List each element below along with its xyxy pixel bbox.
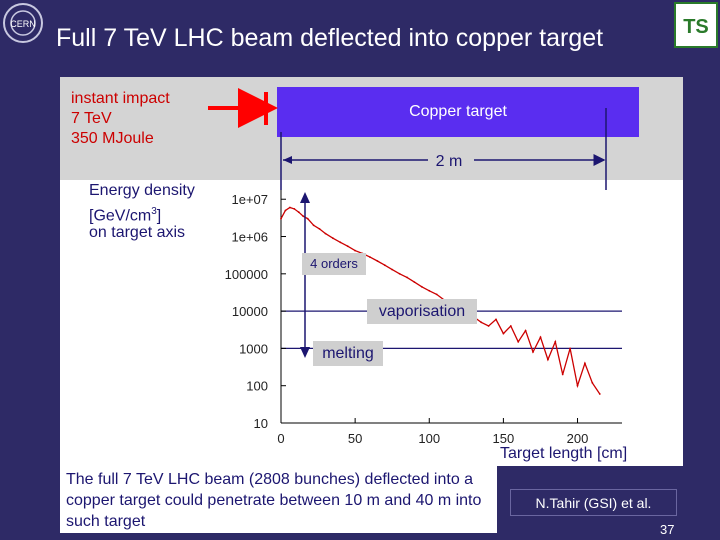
data-point bbox=[280, 217, 282, 220]
data-point bbox=[517, 340, 520, 343]
data-point bbox=[324, 232, 327, 235]
data-point bbox=[413, 281, 416, 283]
orders-arrowhead-top bbox=[300, 192, 310, 203]
data-point bbox=[406, 276, 408, 279]
slide-title: Full 7 TeV LHC beam deflected into coppe… bbox=[56, 24, 604, 52]
chart-axes bbox=[280, 188, 622, 424]
data-point bbox=[346, 245, 349, 248]
x-axis-label: Target length [cm] bbox=[500, 445, 628, 462]
impact-line-3: 350 MJoule bbox=[71, 130, 154, 147]
data-point bbox=[547, 358, 549, 361]
data-point bbox=[480, 321, 483, 324]
data-point bbox=[554, 340, 557, 343]
y-tick-label: 10000 bbox=[232, 304, 268, 319]
data-point bbox=[302, 215, 305, 218]
ylabel-line-3: on target axis bbox=[89, 224, 186, 241]
data-point bbox=[539, 336, 542, 339]
data-point bbox=[284, 209, 287, 212]
copper-target-bar: Copper target bbox=[277, 87, 639, 137]
y-tick-label: 1000 bbox=[239, 341, 268, 356]
target-length-label: 2 m bbox=[436, 153, 463, 170]
data-point bbox=[495, 318, 497, 321]
data-point bbox=[289, 206, 291, 209]
page-number: 37 bbox=[660, 522, 675, 537]
ylabel-sup: 3 bbox=[151, 206, 157, 217]
ts-logo-text: TS bbox=[683, 16, 709, 38]
melting-annotation: melting bbox=[313, 341, 383, 366]
data-point bbox=[339, 241, 342, 244]
data-point bbox=[391, 268, 394, 271]
y-tick-label: 1e+06 bbox=[231, 230, 268, 245]
data-point bbox=[598, 393, 601, 395]
orders-arrowhead-bottom bbox=[300, 347, 310, 358]
ylabel-unit: [GeV/cm bbox=[89, 207, 152, 225]
y-tick-label: 1e+07 bbox=[231, 192, 268, 207]
vaporisation-annotation: vaporisation bbox=[367, 299, 477, 324]
x-tick-label: 50 bbox=[348, 431, 362, 446]
y-tick-label: 100 bbox=[246, 379, 268, 394]
data-point bbox=[584, 362, 586, 365]
impact-line-1: instant impact bbox=[71, 90, 170, 107]
data-point bbox=[332, 237, 334, 240]
data-point bbox=[293, 208, 296, 210]
x-tick-label: 100 bbox=[418, 431, 440, 446]
data-point bbox=[420, 285, 423, 288]
copper-target-label: Copper target bbox=[409, 103, 507, 120]
data-point bbox=[398, 272, 401, 275]
data-point bbox=[354, 249, 356, 252]
impact-line-2: 7 TeV bbox=[71, 110, 112, 127]
data-point bbox=[591, 381, 594, 384]
x-tick-label: 150 bbox=[493, 431, 515, 446]
data-point bbox=[369, 256, 371, 258]
note-text: The full 7 TeV LHC beam (2808 bunches) d… bbox=[60, 465, 497, 533]
y-tick-labels: 10 100 1000 10000 100000 1e+06 1e+07 bbox=[225, 192, 268, 431]
orders-annotation: 4 orders bbox=[302, 253, 366, 275]
ylabel-unit-end: ] bbox=[156, 207, 162, 225]
data-point bbox=[532, 351, 534, 353]
data-point bbox=[576, 384, 579, 387]
data-point bbox=[306, 217, 309, 220]
data-point bbox=[383, 264, 386, 267]
data-point bbox=[502, 332, 505, 335]
citation: N.Tahir (GSI) et al. bbox=[510, 489, 677, 516]
data-point bbox=[318, 228, 321, 230]
ts-logo: TS bbox=[674, 2, 718, 48]
data-point bbox=[509, 325, 512, 327]
data-point bbox=[428, 289, 431, 292]
data-point bbox=[524, 329, 527, 332]
cern-logo-text: CERN bbox=[10, 19, 36, 29]
x-tick-label: 200 bbox=[567, 431, 589, 446]
y-tick-label: 10 bbox=[254, 416, 268, 431]
ylabel-line-2: [GeV/cm3] bbox=[89, 201, 161, 226]
data-point bbox=[435, 293, 438, 296]
ylabel-line-1: Energy density bbox=[89, 182, 195, 199]
data-point bbox=[561, 373, 564, 376]
cern-logo: CERN bbox=[3, 3, 43, 43]
x-tick-label: 0 bbox=[277, 431, 284, 446]
data-point bbox=[376, 260, 379, 262]
y-tick-label: 100000 bbox=[225, 267, 268, 282]
data-point bbox=[487, 325, 490, 327]
data-point bbox=[569, 347, 571, 350]
data-point bbox=[312, 224, 315, 227]
dim-arrowhead-left bbox=[283, 156, 292, 164]
x-tick-labels: 0 50 100 150 200 bbox=[277, 431, 588, 446]
data-point bbox=[297, 211, 300, 214]
